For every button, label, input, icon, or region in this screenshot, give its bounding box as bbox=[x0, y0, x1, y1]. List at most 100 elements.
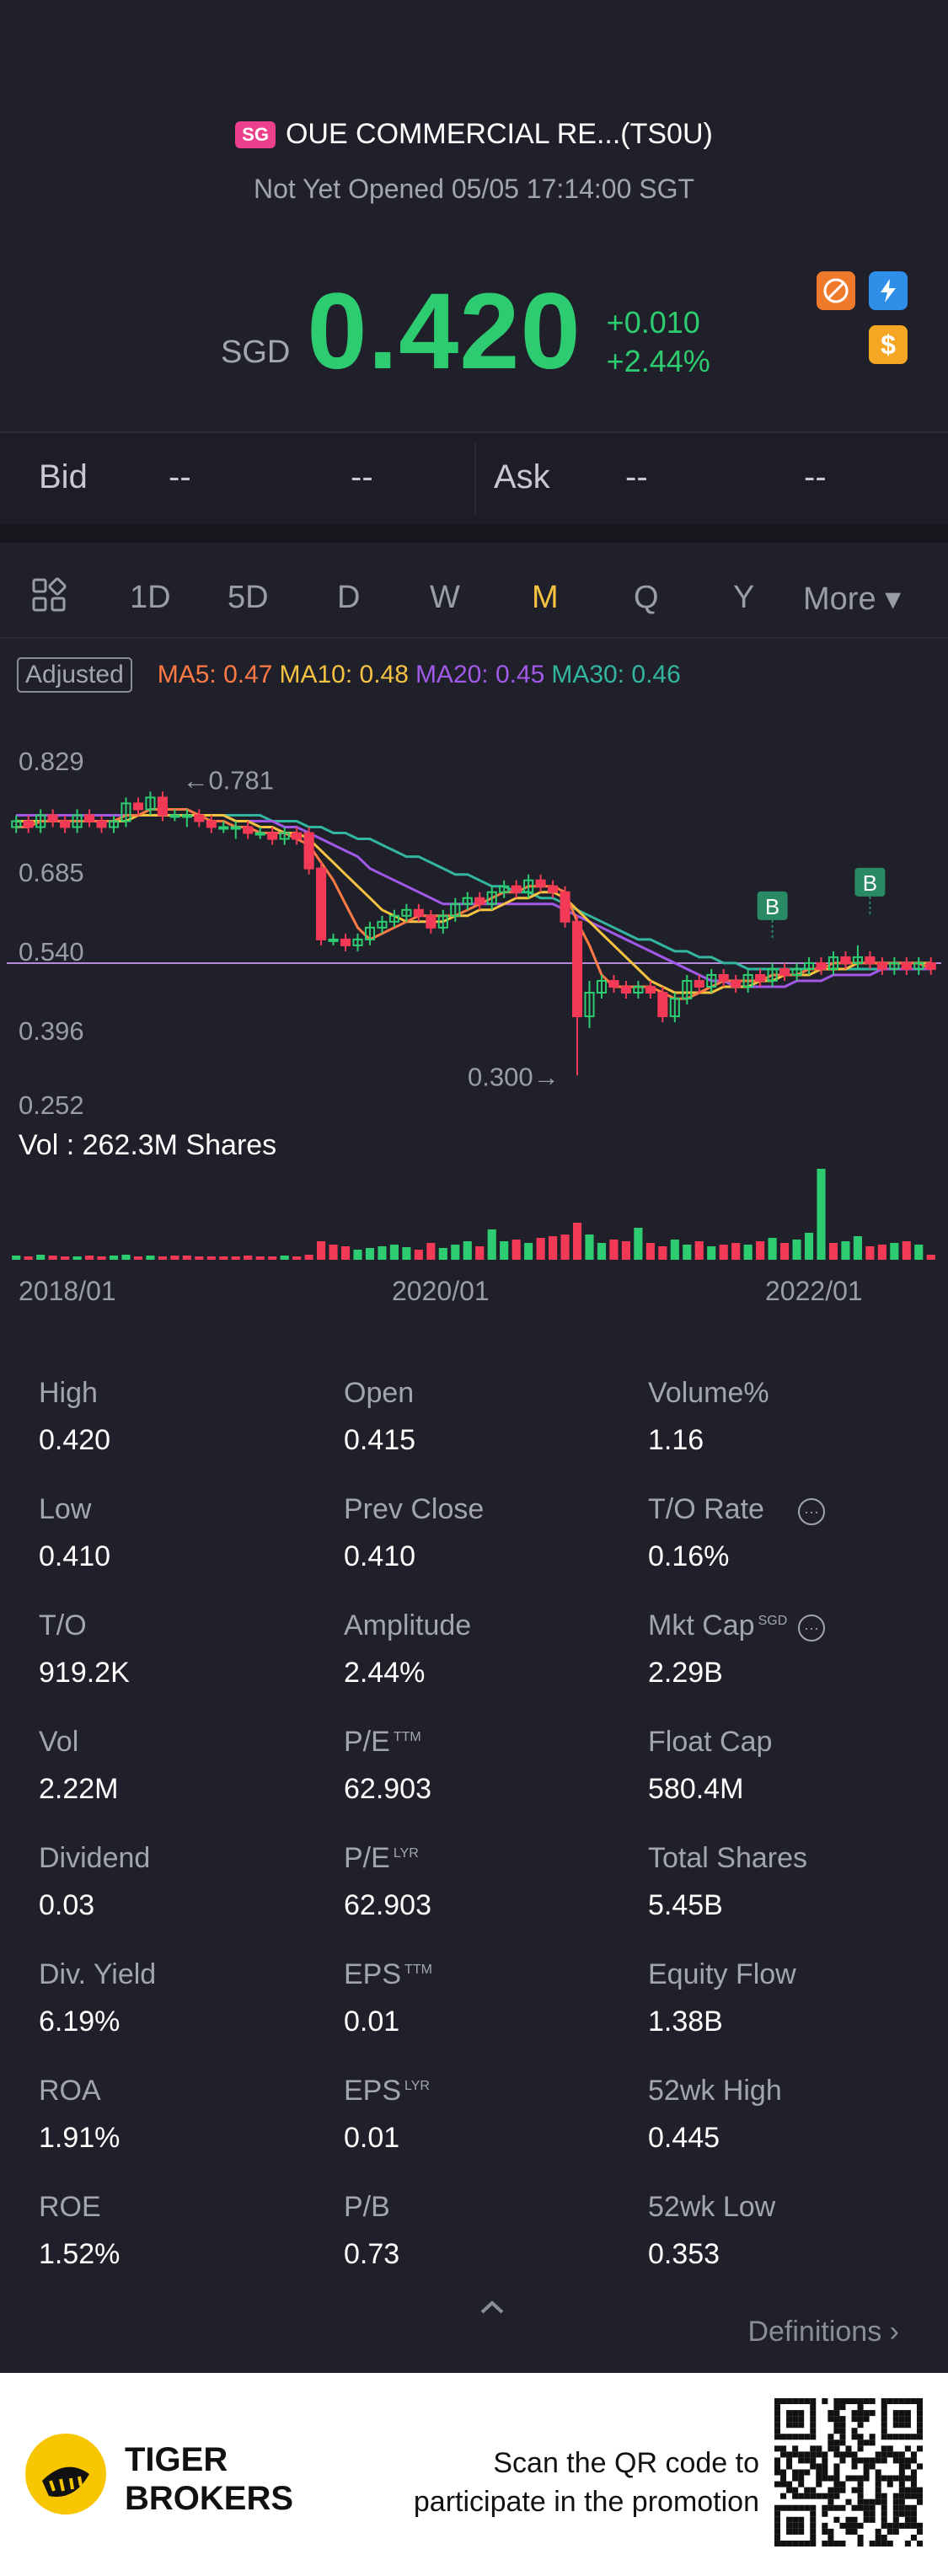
stat-superscript: TTM bbox=[393, 1729, 421, 1744]
volume-bar bbox=[133, 1256, 143, 1260]
candle-body bbox=[218, 826, 229, 830]
candlestick-chart[interactable]: ←0.781 0.300→ B B bbox=[0, 742, 948, 1121]
stat-label: P/B bbox=[344, 2191, 390, 2224]
volume-bar bbox=[621, 1241, 630, 1260]
candle-body bbox=[60, 820, 71, 828]
candle-body bbox=[755, 973, 766, 983]
volume-bar bbox=[231, 1256, 240, 1260]
candle-body bbox=[486, 891, 497, 905]
candle-body bbox=[243, 826, 254, 834]
stat-label: 52wk High bbox=[648, 2075, 782, 2107]
volume-bar bbox=[877, 1245, 886, 1260]
qr-code-icon[interactable] bbox=[774, 2398, 923, 2547]
brand-line-1: TIGER bbox=[125, 2441, 228, 2478]
stat-label: 52wk Low bbox=[648, 2191, 775, 2224]
collapse-chevron-icon[interactable] bbox=[475, 2297, 509, 2322]
low-marker-label: 0.300→ bbox=[468, 1062, 560, 1091]
candle-body bbox=[35, 814, 46, 828]
stat-label-text: Open bbox=[344, 1377, 415, 1409]
candle-body bbox=[608, 980, 619, 988]
stat-label-text: P/E bbox=[344, 1726, 390, 1758]
stock-title-row: SG OUE COMMERCIAL RE...(TS0U) bbox=[0, 118, 948, 151]
candle-body bbox=[72, 814, 83, 828]
candle-body bbox=[596, 980, 608, 994]
y-tick-label: 0.685 bbox=[19, 858, 84, 887]
tab-w[interactable]: W bbox=[430, 580, 460, 615]
candle-body bbox=[279, 832, 290, 840]
stat-label-text: Total Shares bbox=[648, 1842, 807, 1874]
stat-superscript: LYR bbox=[404, 2078, 430, 2093]
change-percent: +2.44% bbox=[606, 344, 710, 378]
candle-body bbox=[230, 826, 241, 830]
candle-body bbox=[352, 938, 363, 946]
volume-bar bbox=[158, 1256, 167, 1260]
volume-bar bbox=[146, 1256, 155, 1260]
stat-superscript: SGD bbox=[758, 1613, 788, 1628]
stat-label-text: Prev Close bbox=[344, 1493, 485, 1525]
tab-1d[interactable]: 1D bbox=[130, 580, 171, 615]
stat-label: T/O Rate bbox=[648, 1493, 764, 1526]
stat-label: Vol bbox=[39, 1726, 78, 1759]
tab-5d[interactable]: 5D bbox=[228, 580, 269, 615]
dollar-icon[interactable]: $ bbox=[869, 325, 908, 364]
candle-body bbox=[254, 832, 265, 836]
no-shorting-icon[interactable] bbox=[817, 271, 855, 310]
stat-value: 0.445 bbox=[648, 2122, 720, 2154]
brand-line-2: BROKERS bbox=[125, 2480, 294, 2517]
lightning-icon[interactable] bbox=[869, 271, 908, 310]
candle-body bbox=[682, 980, 693, 1000]
volume-bar bbox=[195, 1256, 204, 1260]
candle-body bbox=[889, 961, 900, 970]
info-icon[interactable]: ··· bbox=[798, 1498, 825, 1525]
stat-value: 0.03 bbox=[39, 1889, 95, 1921]
candle-body bbox=[316, 867, 327, 940]
candle-body bbox=[548, 885, 559, 893]
tab-q[interactable]: Q bbox=[634, 580, 659, 615]
stat-label: Low bbox=[39, 1493, 91, 1526]
candle-body bbox=[767, 967, 778, 983]
volume-bar bbox=[280, 1256, 289, 1260]
stat-label-text: ROE bbox=[39, 2191, 101, 2223]
candle-body bbox=[388, 914, 399, 923]
volume-bar bbox=[24, 1256, 33, 1260]
stat-label-text: 52wk Low bbox=[648, 2191, 776, 2223]
stat-value: 0.01 bbox=[344, 2006, 400, 2038]
volume-bar bbox=[268, 1256, 277, 1260]
volume-bar bbox=[292, 1256, 302, 1260]
stat-label-text: EPS bbox=[344, 2075, 402, 2107]
stat-label: High bbox=[39, 1377, 98, 1410]
stat-label: Equity Flow bbox=[648, 1958, 796, 1991]
candle-body bbox=[181, 814, 192, 818]
bid-size: -- bbox=[351, 458, 373, 495]
candle-body bbox=[742, 973, 753, 988]
volume-bar bbox=[865, 1246, 875, 1260]
stat-value: 62.903 bbox=[344, 1773, 431, 1805]
candle-body bbox=[292, 832, 303, 840]
tab-m[interactable]: M bbox=[532, 580, 559, 615]
tab-more[interactable]: More ▾ bbox=[803, 581, 902, 617]
volume-bar bbox=[389, 1245, 399, 1260]
candle-body bbox=[706, 973, 717, 988]
ask-price: -- bbox=[625, 458, 648, 495]
tab-d[interactable]: D bbox=[337, 580, 361, 615]
candle-body bbox=[474, 897, 485, 905]
tab-y[interactable]: Y bbox=[733, 580, 755, 615]
definitions-link[interactable]: Definitions › bbox=[747, 2316, 899, 2348]
volume-bar bbox=[97, 1256, 106, 1260]
stat-label: ROE bbox=[39, 2191, 101, 2224]
candle-body bbox=[657, 992, 668, 1018]
info-icon[interactable]: ··· bbox=[798, 1615, 825, 1641]
stat-label-text: Amplitude bbox=[344, 1609, 472, 1641]
adjusted-toggle[interactable]: Adjusted bbox=[17, 657, 132, 693]
volume-bar bbox=[841, 1241, 850, 1260]
layout-grid-icon[interactable] bbox=[30, 576, 69, 619]
volume-bar bbox=[731, 1243, 741, 1260]
stat-label-text: Mkt Cap bbox=[648, 1609, 755, 1641]
stat-value: 62.903 bbox=[344, 1889, 431, 1921]
high-marker-label: ←0.781 bbox=[182, 766, 274, 795]
volume-bar bbox=[402, 1247, 411, 1260]
volume-bar bbox=[72, 1256, 82, 1260]
volume-bar bbox=[694, 1241, 704, 1260]
volume-chart bbox=[12, 1169, 935, 1260]
candle-body bbox=[803, 961, 815, 970]
